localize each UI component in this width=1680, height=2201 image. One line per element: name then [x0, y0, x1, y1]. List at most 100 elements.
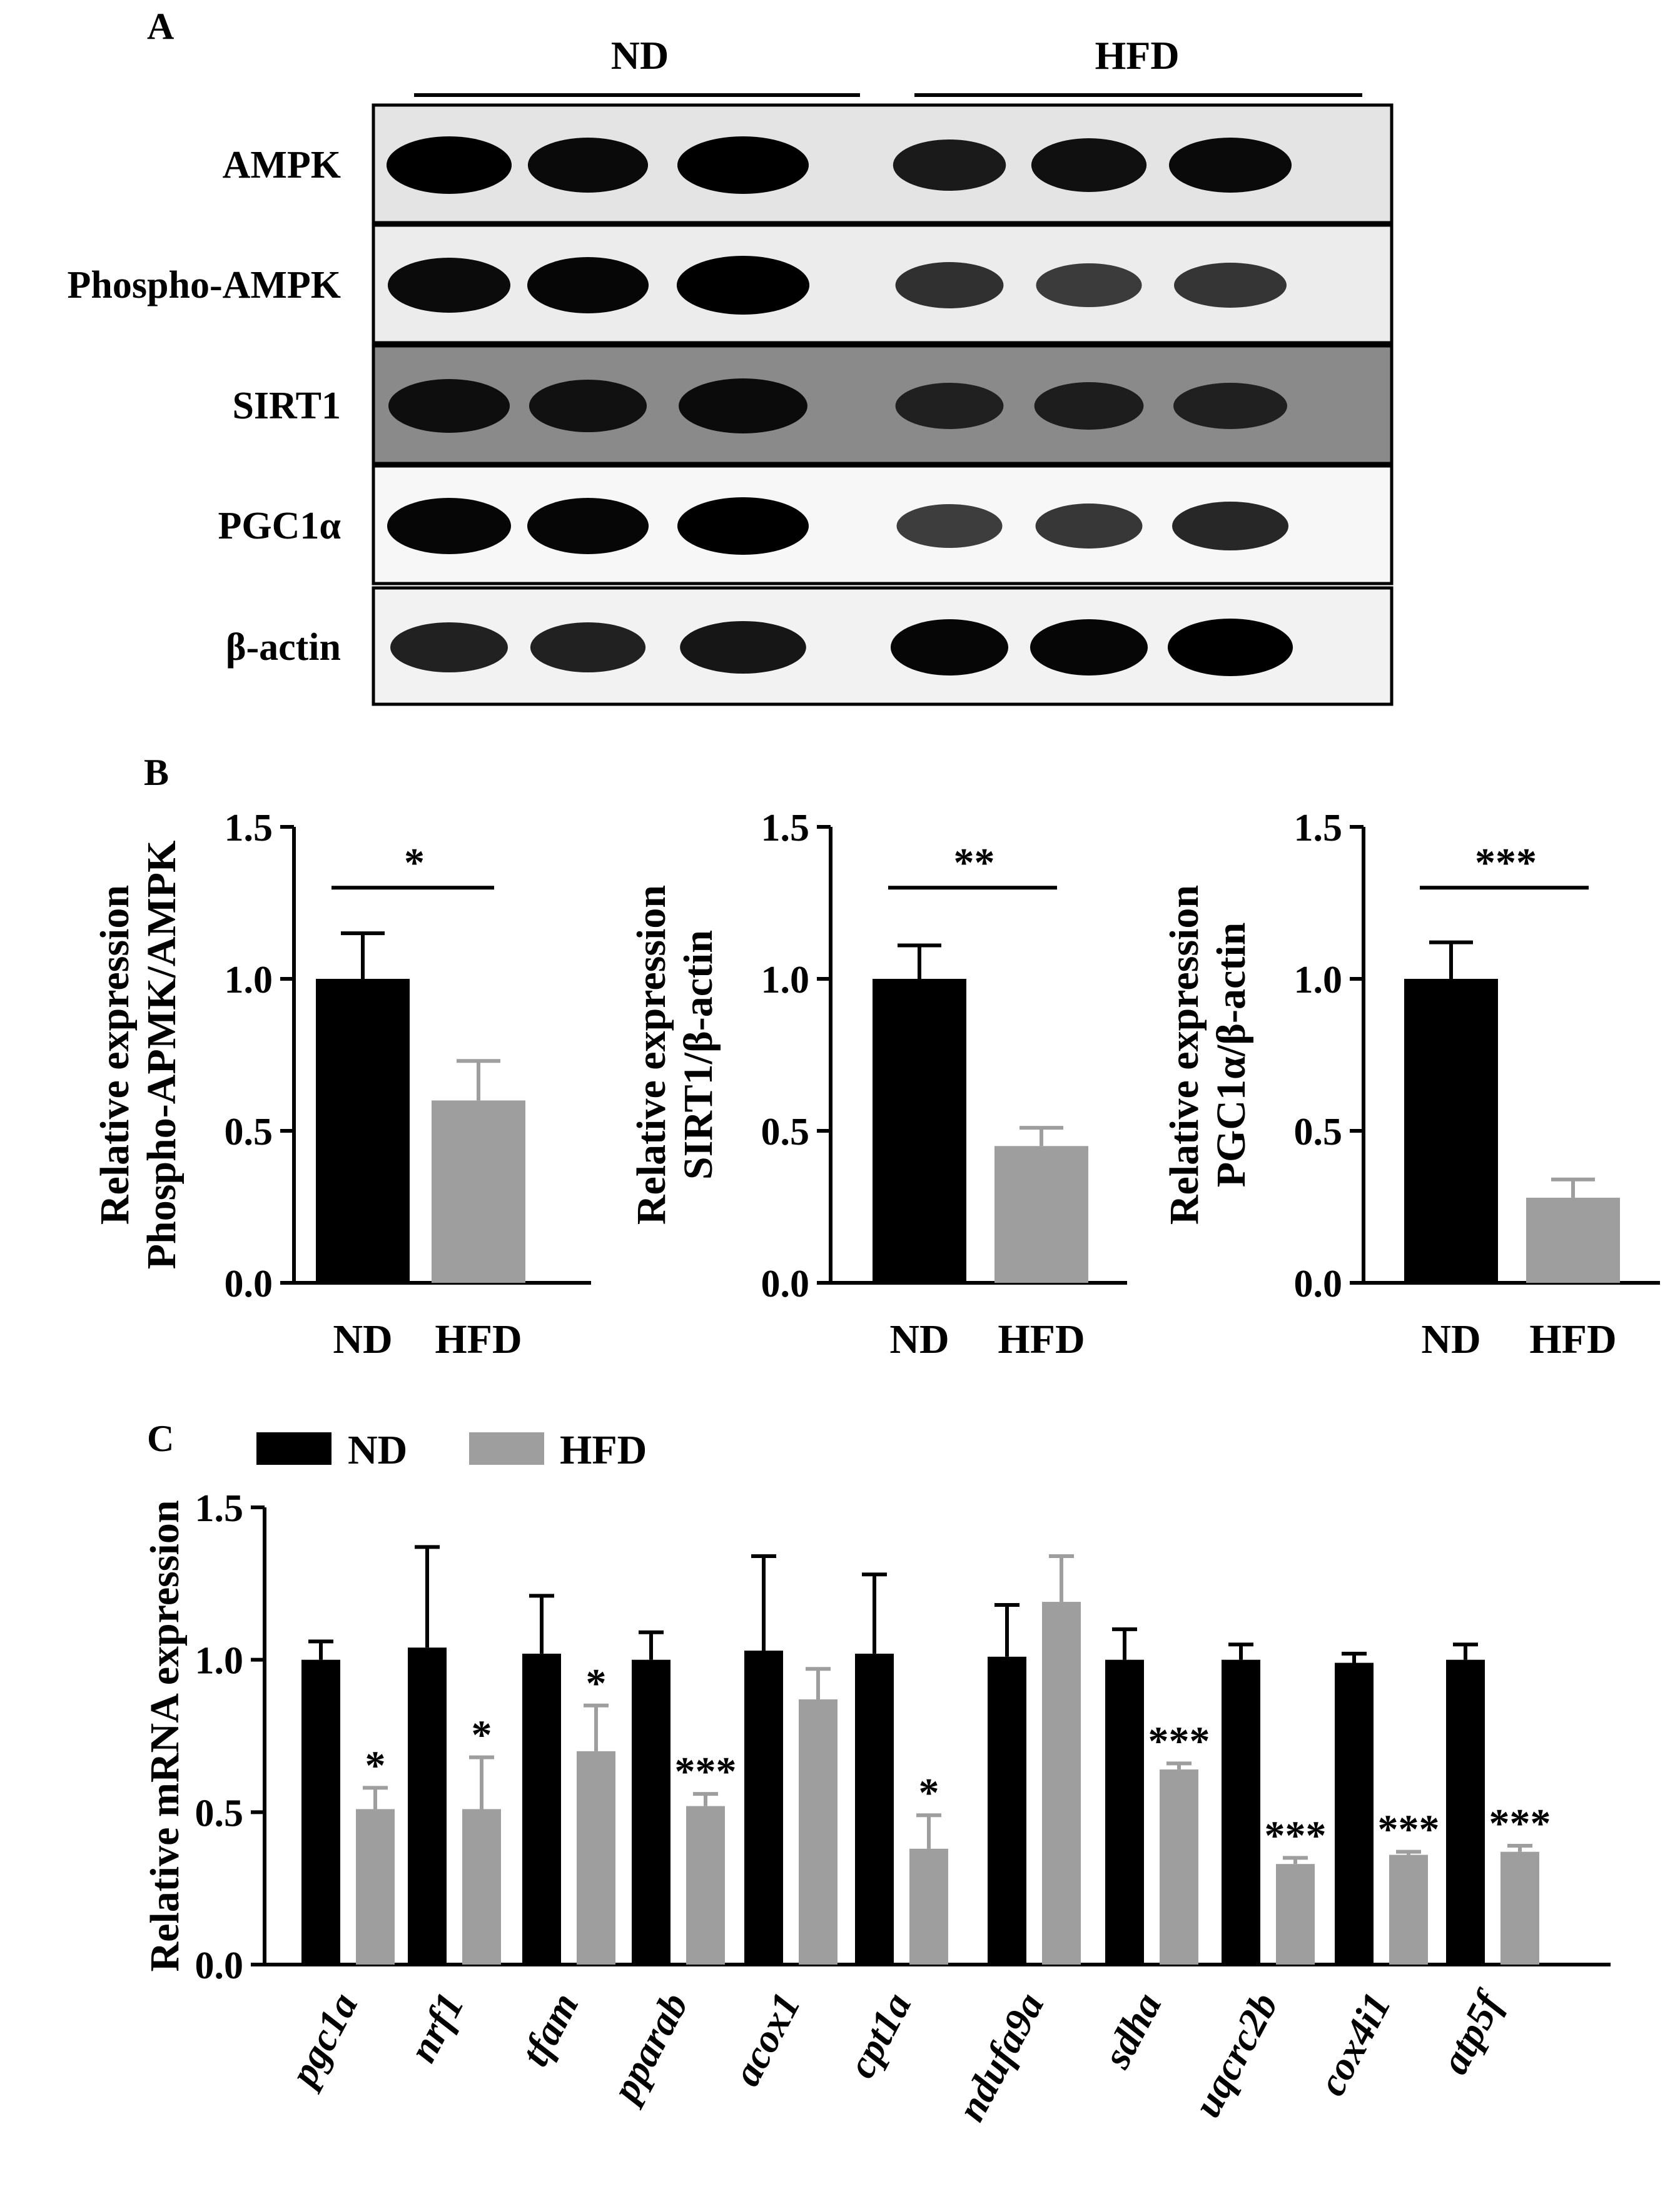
blot-band: [527, 138, 649, 193]
y-axis-label-line1: Relative expression: [629, 885, 674, 1225]
bar-chart-pgc1a: 0.0 0.5 1.0 1.5 ND HFD *** Relative expression P…: [1161, 807, 1660, 1362]
panel-b-letter: B: [144, 752, 169, 793]
x-tick-label-uqcrc2b: uqcrc2b: [1185, 1985, 1287, 2124]
blot-group-hfd: HFD: [1095, 33, 1179, 78]
blot-band: [388, 258, 510, 313]
blot-band: [677, 136, 809, 194]
bar-cox4i1-hfd: [1389, 1854, 1428, 1965]
panel-c-letter: C: [147, 1418, 174, 1459]
blot-band: [890, 619, 1009, 675]
blot-band: [387, 136, 512, 194]
significance-marker-cpt1a: *: [919, 1770, 939, 1816]
blot-band: [1172, 502, 1288, 550]
y-tick-label: 1.5: [761, 807, 810, 849]
significance-marker-atp5f: ***: [1489, 1801, 1551, 1846]
blot-row-label: Phospho-AMPK: [68, 264, 341, 306]
blot-band: [387, 498, 511, 554]
bar-acox1-hfd: [799, 1699, 837, 1965]
bar-cpt1a-nd: [855, 1653, 894, 1965]
bar-sdha-hfd: [1160, 1769, 1198, 1965]
y-tick-label: 1.0: [761, 959, 810, 1001]
significance-marker-nrf1: *: [472, 1713, 492, 1758]
x-tick-label-cpt1a: cpt1a: [839, 1985, 919, 2085]
y-axis-label-line1: Relative expression: [92, 885, 138, 1225]
y-axis-label: Relative mRNA expression: [142, 1500, 188, 1971]
blot-band: [527, 257, 649, 313]
blot-row-1: AMPK: [223, 103, 1394, 225]
blot-band: [679, 378, 807, 433]
x-tick-label-nd: ND: [889, 1317, 949, 1362]
bar-nrf1-hfd: [462, 1809, 501, 1965]
blot-band: [896, 504, 1003, 548]
x-tick-label-pparab: pparab: [602, 1985, 697, 2111]
blot-band: [1173, 383, 1287, 429]
blot-band: [529, 380, 647, 432]
panel-a-letter: A: [147, 6, 174, 47]
bar-chart-phospho-ampk: 0.0 0.5 1.0 1.5 ND HFD * Relative expression Pho…: [92, 807, 591, 1362]
bar-ndufa9a-hfd: [1042, 1602, 1081, 1965]
significance-marker-sdha: ***: [1148, 1718, 1210, 1764]
x-tick-label-atp5f: atp5f: [1432, 1982, 1512, 2081]
bar-uqcrc2b-hfd: [1276, 1864, 1315, 1965]
x-tick-label-sdha: sdha: [1094, 1985, 1170, 2075]
bar-pparab-hfd: [686, 1806, 725, 1965]
x-tick-label-hfd: HFD: [435, 1317, 522, 1362]
bar-atp5f-nd: [1446, 1659, 1485, 1965]
x-tick-label-nd: ND: [1421, 1317, 1480, 1362]
blot-row-label: AMPK: [223, 144, 341, 186]
bar-uqcrc2b-nd: [1222, 1659, 1260, 1965]
bar-pgc1a-hfd: [356, 1809, 395, 1965]
x-tick-label-ndufa9a: ndufa9a: [948, 1985, 1052, 2128]
y-tick-label: 1.5: [1294, 807, 1343, 849]
blot-row-label: SIRT1: [232, 385, 341, 427]
panel-b: B 0.00.51.01.5ND HFD*Relative expression P…: [92, 752, 1660, 1362]
bar-nrf1-nd: [408, 1647, 447, 1965]
blot-band: [388, 379, 510, 433]
blot-row-5: β-actin: [226, 586, 1394, 706]
blot-band: [676, 256, 810, 315]
bar-tfam-hfd: [577, 1751, 615, 1965]
y-axis-label-line2: Phospho-APMK/AMPK: [139, 841, 185, 1270]
blot-band: [1034, 382, 1144, 430]
y-axis-label-line2: PGC1α/β-actin: [1208, 923, 1254, 1188]
bar-sdha-nd: [1105, 1659, 1144, 1965]
bar-ndufa9a-nd: [988, 1656, 1026, 1965]
blot-band: [677, 497, 809, 555]
blot-band: [1168, 619, 1293, 676]
significance-marker-cox4i1: ***: [1378, 1807, 1440, 1853]
blot-band: [895, 262, 1004, 308]
legend: ND HFD: [256, 1427, 647, 1473]
blot-row-4: PGC1α: [218, 464, 1394, 585]
significance-marker: **: [954, 840, 995, 886]
significance-marker-tfam: *: [586, 1661, 607, 1706]
blot-band: [680, 621, 806, 674]
y-tick-label: 0.5: [195, 1792, 244, 1834]
y-axis-label-line2: SIRT1/β-actin: [676, 930, 721, 1180]
x-tick-label-hfd: HFD: [998, 1317, 1085, 1362]
bar-acox1-nd: [744, 1651, 783, 1965]
legend-label-nd: ND: [348, 1427, 407, 1473]
y-axis-label-line1: Relative expression: [1161, 885, 1207, 1225]
blot-row-label: PGC1α: [218, 505, 341, 547]
bar-nd: [1404, 979, 1498, 1283]
significance-marker-uqcrc2b: ***: [1265, 1813, 1327, 1858]
blot-band: [895, 383, 1004, 429]
x-tick-label-cox4i1: cox4i1: [1309, 1985, 1399, 2102]
y-tick-label: 0.5: [1294, 1111, 1343, 1153]
x-tick-label-nd: ND: [333, 1317, 392, 1362]
blot-band: [1030, 619, 1148, 675]
x-tick-label-nrf1: nrf1: [400, 1985, 472, 2069]
blot-row-3: SIRT1: [232, 344, 1394, 465]
bar-pparab-nd: [632, 1659, 670, 1965]
legend-label-hfd: HFD: [560, 1427, 647, 1473]
bar-cox4i1-nd: [1335, 1662, 1374, 1965]
bar-cpt1a-hfd: [909, 1848, 948, 1965]
x-tick-label-hfd: HFD: [1529, 1317, 1616, 1362]
bar-tfam-nd: [522, 1653, 561, 1965]
x-tick-label-acox1: acox1: [724, 1985, 809, 2092]
bar-pgc1a-nd: [301, 1659, 340, 1965]
blot-group-nd: ND: [611, 33, 669, 78]
blot-band: [1174, 263, 1287, 308]
y-tick-label: 0.0: [195, 1945, 244, 1987]
